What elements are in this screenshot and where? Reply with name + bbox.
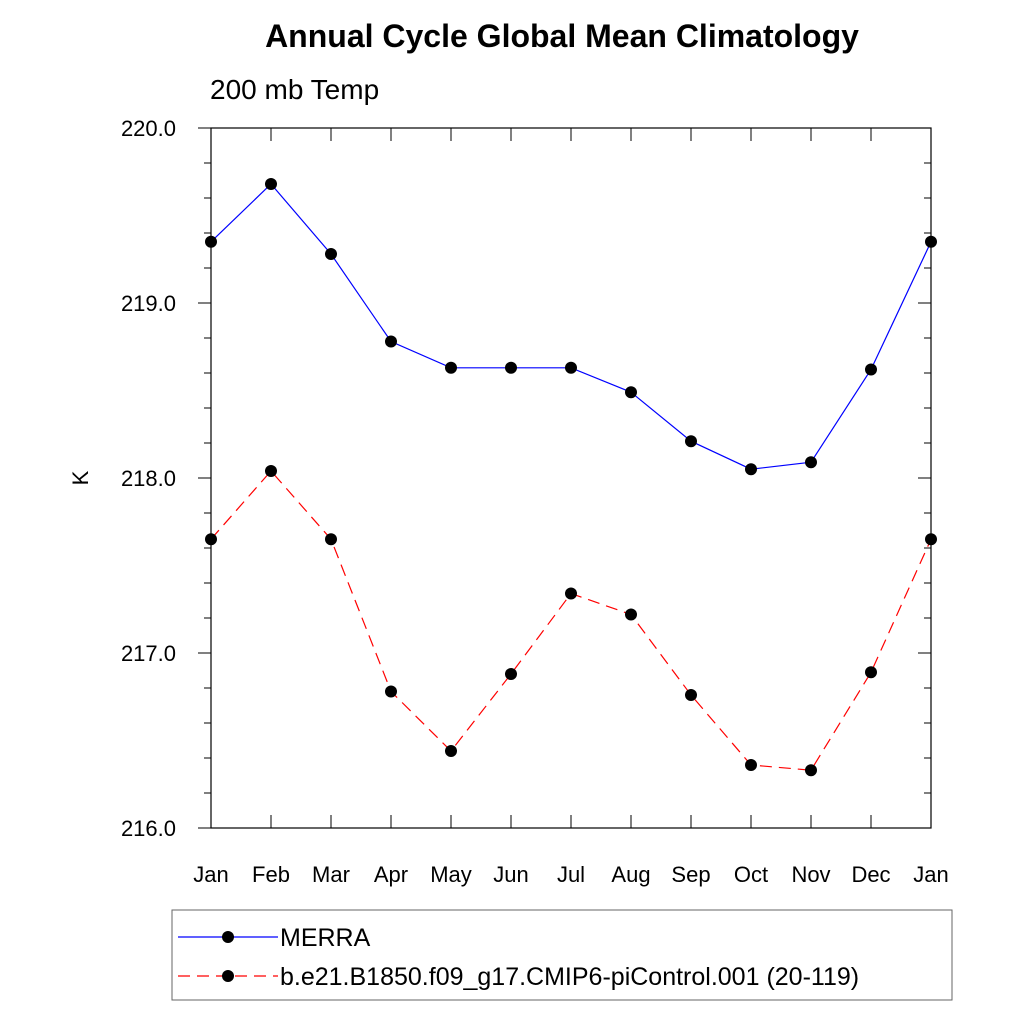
data-point	[265, 465, 277, 477]
data-point	[865, 363, 877, 376]
x-tick-label: Aug	[611, 862, 650, 887]
data-point	[385, 335, 397, 348]
x-tick-label: Feb	[252, 862, 290, 887]
axis-ticks: Jan Feb Mar Apr May Jun Jul Aug Sep Oct Nov Dec Jan 2…	[121, 116, 949, 887]
y-tick-label: 219.0	[121, 291, 176, 316]
data-point	[625, 386, 637, 399]
data-point	[565, 587, 577, 600]
data-point	[925, 533, 937, 546]
data-point	[505, 361, 517, 374]
legend-label: b.e21.B1850.f09_g17.CMIP6-piControl.001 …	[280, 963, 859, 991]
x-tick-label: Jun	[493, 862, 528, 887]
x-tick-label: Apr	[374, 862, 408, 887]
data-point	[865, 666, 877, 679]
x-tick-label: Nov	[791, 862, 830, 887]
x-tick-label: Jan	[193, 862, 228, 887]
data-point	[205, 533, 217, 546]
y-tick-label: 217.0	[121, 641, 176, 666]
data-point	[625, 608, 637, 621]
data-point	[385, 685, 397, 698]
y-axis-label: K	[68, 470, 93, 485]
data-point	[505, 668, 517, 680]
data-point	[805, 456, 817, 469]
y-tick-label: 220.0	[121, 116, 176, 141]
legend-marker	[222, 970, 234, 982]
x-tick-label: Jul	[557, 862, 585, 887]
chart-subtitle: 200 mb Temp	[210, 74, 379, 105]
y-tick-label: 216.0	[121, 816, 176, 841]
data-point	[685, 435, 697, 448]
chart-title: Annual Cycle Global Mean Climatology	[265, 18, 859, 54]
y-tick-label: 218.0	[121, 466, 176, 491]
data-point	[925, 235, 937, 248]
data-point	[265, 178, 277, 190]
legend-label: MERRA	[280, 924, 371, 952]
x-tick-label: Dec	[851, 862, 890, 887]
series-line	[210, 183, 932, 470]
data-point	[745, 463, 757, 476]
x-tick-label: May	[430, 862, 472, 887]
data-point	[805, 764, 817, 777]
series-line	[210, 470, 932, 771]
x-tick-label: Jan	[913, 862, 948, 887]
data-point	[205, 235, 217, 248]
data-point	[445, 361, 457, 374]
plot-frame	[210, 127, 932, 829]
x-tick-label: Mar	[312, 862, 350, 887]
legend: MERRA b.e21.B1850.f09_g17.CMIP6-piControl…	[171, 909, 953, 1001]
legend-box	[171, 909, 953, 1001]
series-layer	[205, 178, 937, 777]
data-point	[445, 745, 457, 757]
x-tick-label: Sep	[671, 862, 710, 887]
data-point	[325, 533, 337, 546]
x-tick-label: Oct	[734, 862, 768, 887]
data-point	[565, 361, 577, 374]
data-point	[685, 689, 697, 701]
data-point	[745, 759, 757, 771]
data-point	[325, 248, 337, 260]
legend-marker	[222, 931, 234, 943]
